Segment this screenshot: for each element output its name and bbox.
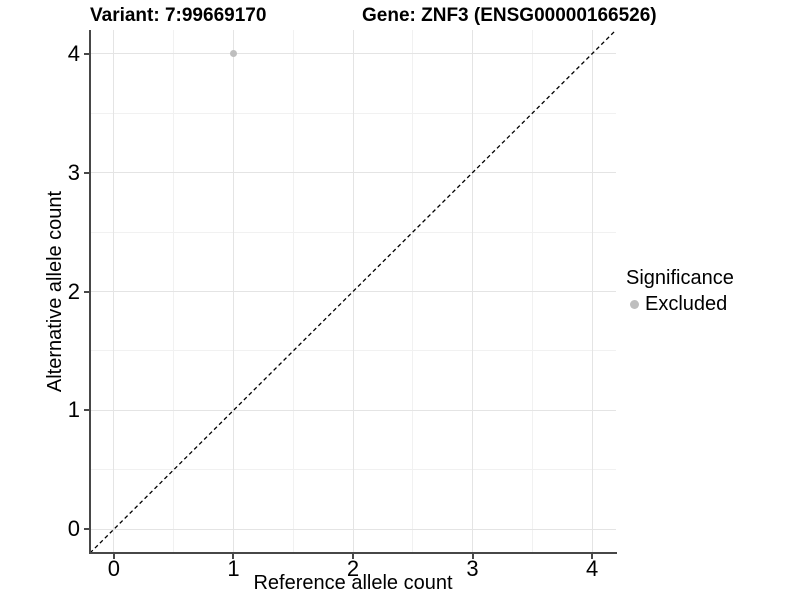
plot-panel: [90, 30, 616, 553]
x-tick-label: 2: [346, 556, 360, 581]
x-axis-title: Reference allele count: [253, 572, 453, 594]
legend-title: Significance: [626, 267, 734, 289]
y-axis-line: [89, 30, 91, 554]
y-tick-label: 0: [67, 516, 80, 542]
x-tick-label: 4: [585, 556, 599, 581]
y-axis-title-box: Alternative allele count: [38, 30, 74, 553]
x-tick-mark: [232, 554, 235, 559]
y-tick-mark: [84, 171, 89, 174]
plot-title-variant: Variant: 7:99669170: [90, 5, 267, 26]
y-tick-label: 1: [67, 397, 80, 423]
x-tick-mark: [591, 554, 594, 559]
y-tick-mark: [84, 528, 89, 531]
y-tick-label: 3: [67, 159, 80, 185]
major-gridline-horizontal: [90, 409, 616, 411]
major-gridline-horizontal: [90, 528, 616, 530]
legend-point-icon: [630, 299, 639, 309]
y-tick-label: 2: [67, 278, 80, 304]
plot-title-gene: Gene: ZNF3 (ENSG00000166526): [362, 5, 657, 26]
y-tick-mark: [84, 290, 89, 293]
x-tick-label: 3: [466, 556, 479, 581]
major-gridline-horizontal: [90, 291, 616, 292]
legend: Significance Excluded: [626, 266, 734, 316]
major-gridline-horizontal: [90, 53, 616, 55]
legend-entry-label: Excluded: [645, 293, 728, 315]
x-tick-mark: [471, 554, 474, 559]
y-axis-title: Alternative allele count: [44, 190, 67, 393]
x-tick-mark: [352, 554, 354, 559]
x-tick-label: 1: [227, 556, 240, 581]
major-gridline-horizontal: [90, 172, 616, 174]
x-tick-label: 0: [107, 556, 121, 581]
x-axis-line: [89, 552, 617, 554]
y-tick-mark: [84, 409, 89, 412]
identity-dashed-line: [90, 30, 616, 553]
legend-entry-excluded: Excluded: [626, 292, 734, 316]
x-tick-mark: [112, 554, 115, 559]
y-tick-label: 4: [67, 40, 80, 66]
data-point: [229, 50, 237, 58]
y-tick-mark: [84, 52, 89, 55]
